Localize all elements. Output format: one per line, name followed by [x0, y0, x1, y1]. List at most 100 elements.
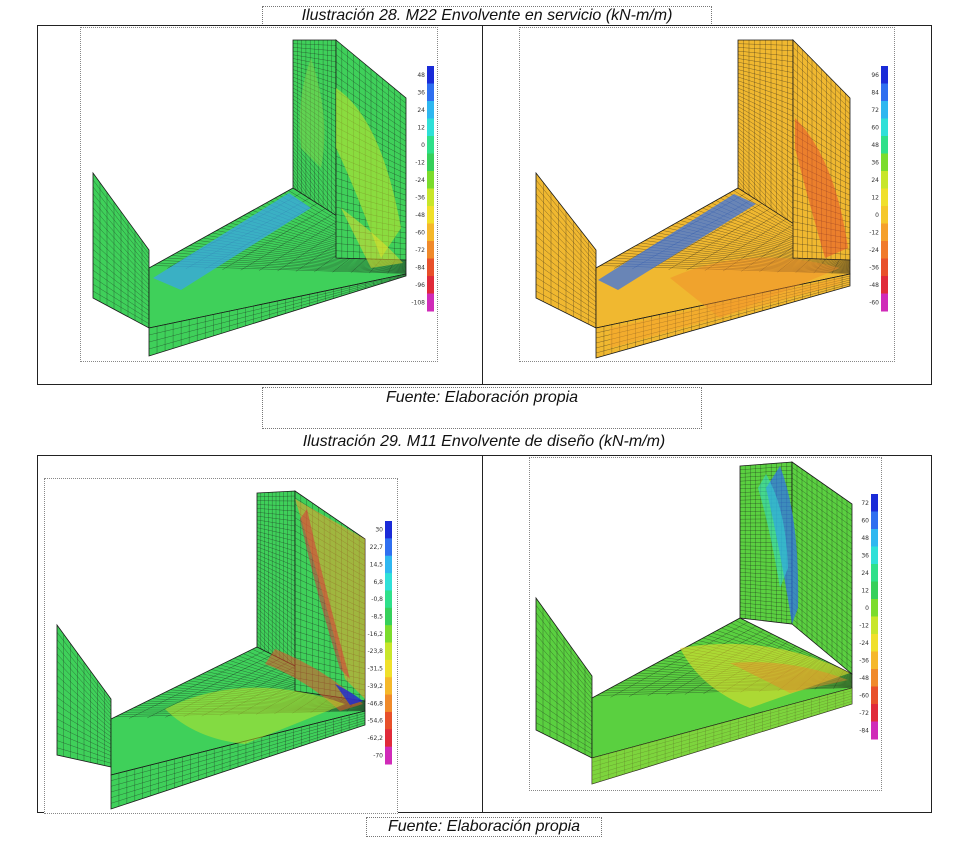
contour-region [153, 193, 311, 290]
color-scale-swatch [385, 625, 392, 643]
color-scale-swatch [881, 83, 888, 102]
color-scale-label: -16,2 [367, 631, 383, 638]
color-scale-swatch [881, 66, 888, 84]
contour-region [341, 208, 403, 268]
color-scale-swatch [385, 555, 392, 574]
color-scale-label: 84 [871, 89, 879, 96]
contour-region [598, 194, 756, 290]
color-scale-swatch [427, 153, 434, 172]
color-scale-swatch [427, 276, 434, 294]
color-scale-label: -12 [415, 159, 425, 166]
plot-panel-28-right: 96 84 72 60 48 36 24 12 0 -12 -24 -36 -48 -60 [519, 27, 895, 362]
color-scale-label: 36 [871, 159, 879, 166]
contour-region [670, 257, 840, 318]
color-scale-label: 96 [871, 72, 879, 79]
slab-edge-mesh [591, 687, 853, 785]
color-scale-legend: 96 84 72 60 48 36 24 12 0 -12 -24 -36 -48 -60 [869, 66, 888, 312]
color-scale-swatch [427, 83, 434, 102]
color-scale-label: -48 [415, 212, 425, 219]
color-scale-label: -36 [415, 194, 425, 201]
color-scale-label: -31,5 [367, 666, 383, 673]
color-scale-label: 48 [861, 535, 869, 542]
color-scale-label: 0 [421, 142, 425, 149]
color-scale-swatch [385, 659, 392, 678]
contour-plot-28-left: 48 36 24 12 0 -12 -24 -36 -48 -60 -72 -84 -96 -108 [92, 39, 434, 357]
color-scale-label: -23,8 [367, 648, 383, 655]
contour-plot-28-right: 96 84 72 60 48 36 24 12 0 -12 -24 -36 -48 -60 [535, 39, 888, 359]
figure-29-source: Fuente: Elaboración propia [366, 817, 602, 837]
color-scale-swatch [881, 258, 888, 277]
color-scale-swatch [385, 694, 392, 713]
color-scale-label: -72 [415, 247, 425, 254]
color-scale-label: -36 [869, 264, 879, 271]
color-scale-label: -36 [859, 657, 869, 664]
color-scale-label: -60 [869, 299, 879, 306]
color-scale-label: -72 [859, 710, 869, 717]
left-wall-mesh [92, 171, 150, 329]
contour-region [336, 88, 401, 258]
color-scale-swatch [385, 642, 392, 661]
color-scale-label: 36 [417, 89, 425, 96]
color-scale-label: 36 [861, 552, 869, 559]
color-scale-swatch [385, 607, 392, 626]
color-scale-swatch [871, 721, 878, 740]
contour-region [795, 118, 848, 258]
figure-29-divider [482, 455, 483, 813]
color-scale-label: -48 [859, 675, 869, 682]
color-scale-label: -54,6 [367, 718, 383, 725]
color-scale-label: -24 [415, 177, 425, 184]
color-scale-swatch [385, 538, 392, 557]
color-scale-label: 30 [375, 527, 383, 534]
color-scale-label: 24 [871, 177, 879, 184]
plot-panel-29-right: 72 60 48 36 24 12 0 -12 -24 -36 -48 -60 -72 -84 [529, 457, 882, 791]
color-scale-swatch [871, 581, 878, 600]
color-scale-swatch [871, 494, 878, 512]
figure-28-source-text: Fuente: Elaboración propia [385, 389, 579, 406]
color-scale-label: 60 [861, 517, 869, 524]
color-scale-swatch [881, 241, 888, 259]
color-scale-swatch [871, 511, 878, 530]
color-scale-label: -24 [869, 247, 879, 254]
color-scale-swatch [427, 171, 434, 189]
color-scale-label: -96 [415, 282, 425, 289]
side-wall-mesh [791, 461, 853, 675]
color-scale-swatch [427, 118, 434, 137]
contour-plot-29-left: 30 22,7 14,5 6,8 -0,8 -8,5 -16,2 -23,8 -31,5 -39,… [56, 490, 392, 810]
color-scale-swatch [871, 564, 878, 582]
color-scale-swatch [881, 276, 888, 294]
color-scale-label: 12 [871, 194, 879, 201]
color-scale-label: -60 [859, 692, 869, 699]
color-scale-label: -84 [415, 264, 425, 271]
color-scale-label: -8,5 [371, 613, 383, 620]
color-scale-swatch [881, 223, 888, 242]
color-scale-swatch [385, 746, 392, 765]
color-scale-swatch [881, 171, 888, 189]
color-scale-swatch [427, 223, 434, 242]
contour-region [730, 662, 848, 693]
color-scale-label: 12 [861, 587, 869, 594]
color-scale-label: 0 [865, 605, 869, 612]
contour-region [335, 684, 363, 705]
color-scale-label: 6,8 [373, 579, 383, 586]
color-scale-swatch [871, 546, 878, 565]
contour-region [265, 649, 363, 711]
color-scale-swatch [881, 293, 888, 312]
color-scale-swatch [427, 293, 434, 312]
color-scale-swatch [871, 616, 878, 635]
contour-region [592, 688, 852, 784]
color-scale-label: 48 [417, 72, 425, 79]
color-scale-label: -70 [373, 752, 383, 759]
left-wall-mesh [56, 623, 112, 768]
color-scale-label: 0 [875, 212, 879, 219]
color-scale-label: -46,8 [367, 700, 383, 707]
color-scale-label: -12 [859, 622, 869, 629]
figure-28-title: Ilustración 28. M22 Envolvente en servic… [262, 6, 712, 26]
color-scale-swatch [385, 729, 392, 748]
color-scale-swatch [871, 669, 878, 687]
color-scale-swatch [427, 241, 434, 259]
plot-panel-28-left: 48 36 24 12 0 -12 -24 -36 -48 -60 -72 -84 -96 -108 [80, 27, 438, 362]
slab-edge-mesh [110, 710, 366, 810]
color-scale-swatch [871, 634, 878, 652]
color-scale-label: 60 [871, 124, 879, 131]
color-scale-legend: 30 22,7 14,5 6,8 -0,8 -8,5 -16,2 -23,8 -31,5 -39,… [367, 521, 392, 765]
